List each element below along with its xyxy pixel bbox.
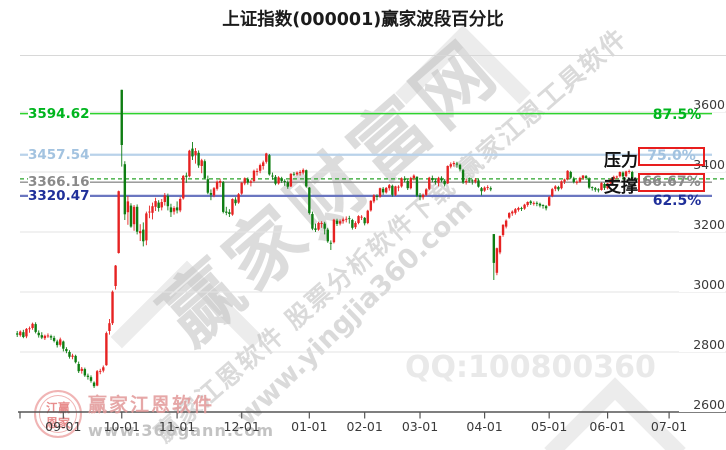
x-axis-label: 03-01 xyxy=(401,419,439,434)
x-axis-label: 09-01 xyxy=(45,419,82,434)
level-price-label: 3594.62 xyxy=(28,105,90,122)
y-axis-label: 2600 xyxy=(679,397,725,412)
x-axis-label: 04-01 xyxy=(466,419,503,434)
x-axis-label: 10-01 xyxy=(103,419,140,434)
x-axis-label: 11-01 xyxy=(158,419,196,434)
level-percent-label: 87.5% xyxy=(652,106,702,123)
x-axis-label: 05-01 xyxy=(531,419,568,434)
x-axis-label: 12-01 xyxy=(223,419,260,434)
level-price-label: 3320.47 xyxy=(28,187,90,204)
x-axis-label: 07-01 xyxy=(650,419,688,434)
level-price-label: 3366.16 xyxy=(28,174,90,191)
x-axis-label: 02-01 xyxy=(346,419,383,434)
level-percent-box: 75.0% xyxy=(638,146,705,166)
x-axis-label: 01-01 xyxy=(291,419,328,434)
seal-text-bottom: 恩家 xyxy=(45,416,70,430)
level-percent-box: 66.67% xyxy=(638,173,705,193)
y-axis-label: 2800 xyxy=(679,337,725,352)
pressure-label: 压力 xyxy=(604,150,638,171)
support-label: 支撑 xyxy=(604,177,638,198)
page-title: 上证指数(000001)赢家波段百分比 xyxy=(222,10,504,30)
x-axis-label: 06-01 xyxy=(589,419,626,434)
y-axis-label: 3000 xyxy=(679,277,725,292)
level-price-label: 3457.54 xyxy=(28,146,90,163)
level-percent-label: 62.5% xyxy=(652,192,702,209)
y-axis-label: 3600 xyxy=(679,97,725,112)
y-axis-label: 3200 xyxy=(679,217,725,232)
